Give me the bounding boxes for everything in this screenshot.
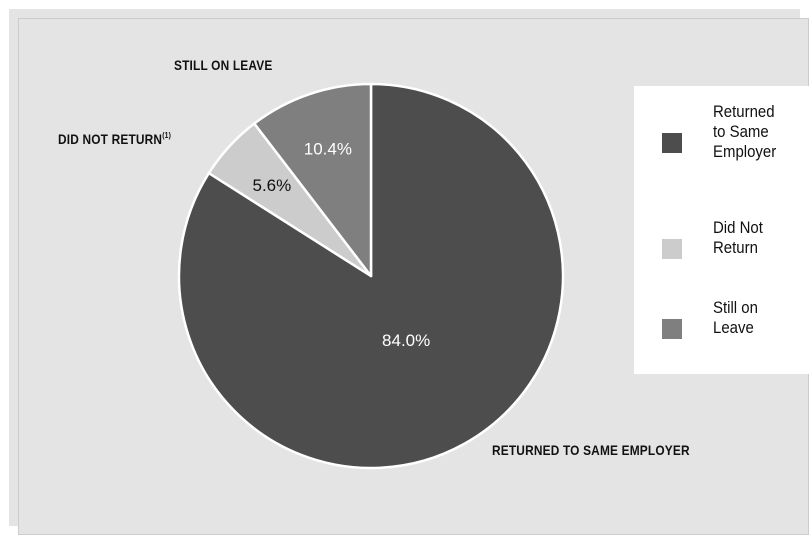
callout-returned-to-same-employer: RETURNED TO SAME EMPLOYER — [492, 442, 690, 458]
pie-slices — [177, 82, 565, 470]
pie-slice-labels: 84.0% 5.6% 10.4% — [253, 140, 431, 350]
legend-swatch-did-not-return — [662, 239, 682, 259]
footnote-marker: (1) — [162, 131, 172, 140]
legend-label-did-not-return: Did Not Return — [713, 218, 763, 257]
legend: Returned to Same Employer Did Not Return… — [634, 86, 809, 374]
pie-value-label-still-on-leave: 10.4% — [304, 140, 352, 159]
legend-label-returned: Returned to Same Employer — [713, 102, 777, 161]
callout-still-on-leave-text: STILL ON LEAVE — [174, 57, 273, 73]
pie-value-label-did-not-return: 5.6% — [253, 176, 292, 195]
callout-still-on-leave: STILL ON LEAVE — [174, 57, 272, 73]
legend-label-still-on-leave: Still on Leave — [713, 298, 758, 337]
legend-swatch-returned — [662, 133, 682, 153]
callout-did-not-return-text: DID NOT RETURN — [58, 131, 163, 147]
pie-chart: 84.0% 5.6% 10.4% — [177, 82, 565, 470]
legend-swatch-still-on-leave — [662, 319, 682, 339]
callout-returned-to-same-employer-text: RETURNED TO SAME EMPLOYER — [492, 442, 690, 458]
pie-value-label-returned-to-same-employer: 84.0% — [382, 331, 430, 350]
pie-slice-still-on-leave — [253, 82, 373, 278]
callout-did-not-return: DID NOT RETURN(1) — [58, 131, 171, 147]
